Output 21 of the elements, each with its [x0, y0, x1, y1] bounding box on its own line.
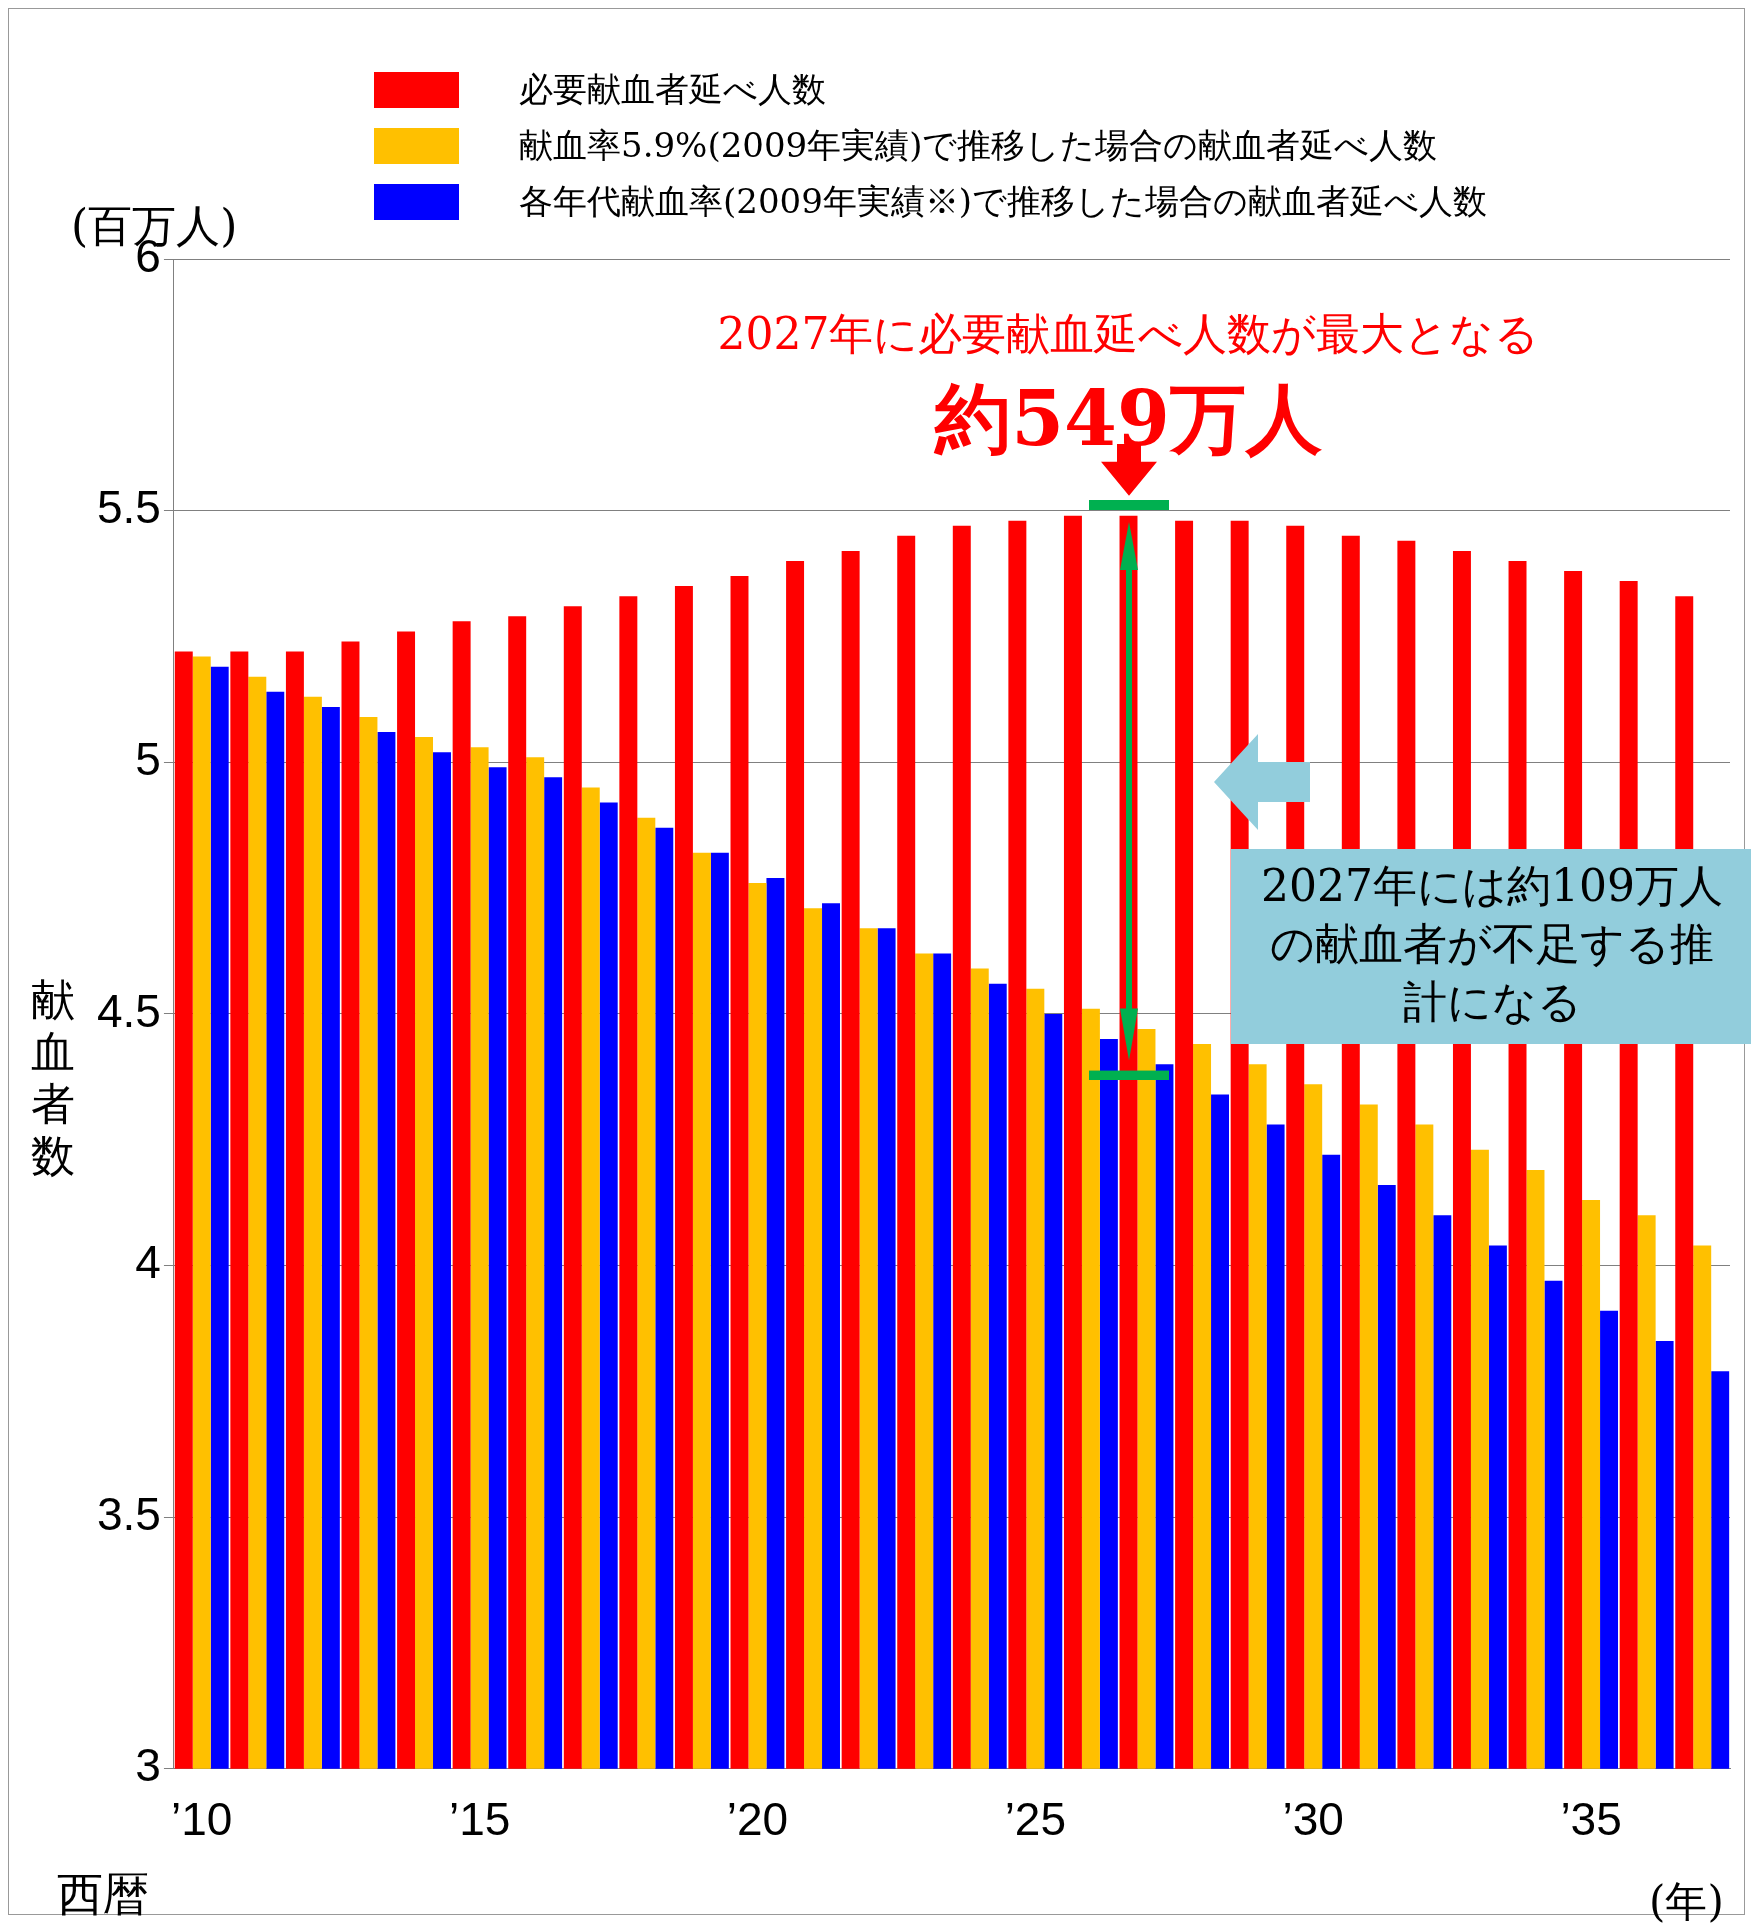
- y-axis-title: 献血者数: [31, 974, 76, 1182]
- text: (年): [1649, 1876, 1724, 1928]
- x-tick-label: ’20: [726, 1793, 789, 1846]
- legend-label: 献血率5.9%(2009年実績)で推移した場合の献血者延べ人数: [519, 124, 1438, 167]
- y-tick-label: 5.5: [96, 481, 161, 534]
- legend-label: 必要献血者延べ人数: [519, 68, 826, 111]
- annotation: 約549万人: [933, 373, 1323, 465]
- y-tick-label: 4: [135, 1236, 161, 1289]
- y-tick-label: 3: [135, 1739, 161, 1792]
- x-axis-title: 西暦: [57, 1866, 149, 1923]
- y-tick-label: 5: [135, 732, 161, 785]
- x-tick-label: ’35: [1560, 1793, 1622, 1846]
- annotation: 2027年には約109万人の献血者が不足する推計になる: [1231, 849, 1751, 1044]
- y-tick-label: 3.5: [96, 1487, 161, 1540]
- x-tick-label: ’30: [1282, 1793, 1344, 1846]
- annotation: 2027年に必要献血延べ人数が最大となる: [716, 307, 1541, 361]
- legend-label: 各年代献血率(2009年実績※)で推移した場合の献血者延べ人数: [519, 180, 1488, 223]
- x-tick-label: ’25: [1004, 1793, 1067, 1846]
- x-tick-label: ’15: [448, 1793, 511, 1846]
- x-tick-label: ’10: [171, 1793, 233, 1846]
- y-tick-label: 4.5: [96, 984, 161, 1037]
